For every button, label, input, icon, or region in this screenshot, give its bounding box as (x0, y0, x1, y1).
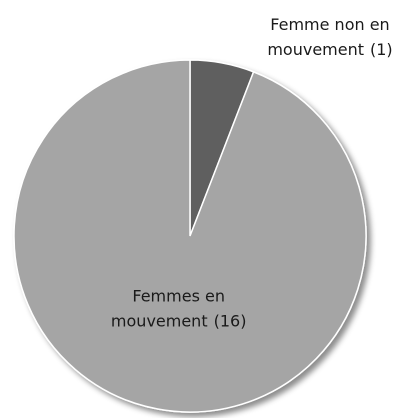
pie-slice (13, 59, 367, 413)
value-label: (16) (214, 311, 247, 330)
label-line: mouvement (111, 311, 208, 330)
pie (13, 59, 367, 413)
label-line: Femme non en (270, 15, 389, 34)
label-line: mouvement (267, 40, 364, 59)
value-label: (1) (370, 40, 393, 59)
slice-label: Femme non en mouvement (1) (267, 15, 392, 59)
label-line: Femmes en (132, 286, 225, 305)
slice-label: Femmes en mouvement (16) (111, 286, 247, 330)
